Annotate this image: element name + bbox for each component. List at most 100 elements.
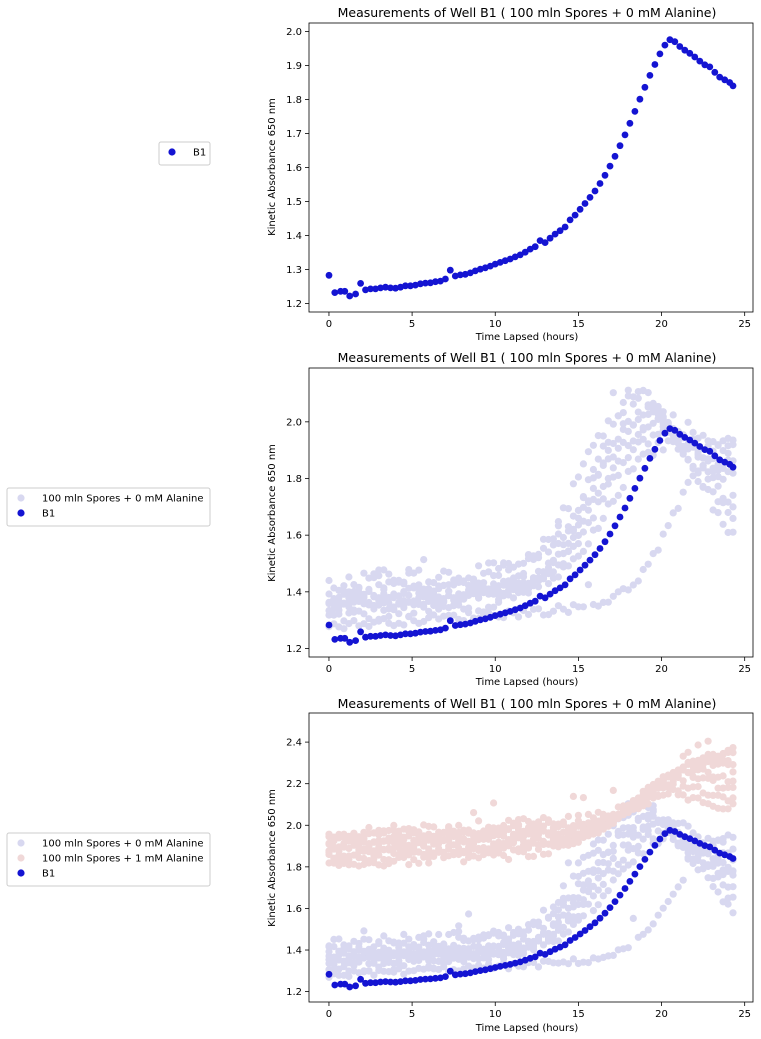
b1-point <box>357 628 364 636</box>
data-point <box>385 946 393 954</box>
data-point <box>564 608 573 617</box>
data-point <box>604 480 612 488</box>
data-point <box>355 833 363 841</box>
b1-point <box>606 162 614 170</box>
data-point <box>345 573 353 581</box>
b1-point <box>646 848 654 856</box>
data-point <box>514 613 523 621</box>
data-point <box>559 882 568 890</box>
data-point <box>549 607 558 615</box>
data-point <box>729 744 737 752</box>
data-point <box>559 533 568 542</box>
data-point <box>614 860 622 869</box>
x-tick-label: 0 <box>326 319 332 330</box>
x-axis-label: Time Lapsed (hours) <box>475 677 579 688</box>
plot-area: 0 5 10 15 20 25 1.2 1.3 1.4 1.5 1.6 1.7 1.8 1.9 2.0 <box>286 22 754 330</box>
data-point <box>724 805 732 813</box>
data-point <box>514 579 523 587</box>
data-point <box>360 590 368 598</box>
x-tick-label: 25 <box>738 1009 751 1020</box>
data-point <box>669 411 677 419</box>
data-point <box>709 791 717 800</box>
y-tick-label: 2.0 <box>286 821 302 832</box>
b1-point <box>611 898 619 905</box>
b1-point <box>591 187 599 195</box>
data-point <box>445 568 453 576</box>
b1-point <box>551 230 559 238</box>
data-point <box>465 609 473 617</box>
data-point <box>714 869 722 877</box>
data-point <box>460 858 468 866</box>
data-point <box>604 446 612 454</box>
data-point <box>664 781 672 789</box>
data-point <box>714 784 722 792</box>
b1-point <box>341 980 349 988</box>
b1-point <box>691 53 699 61</box>
data-point <box>350 950 358 958</box>
data-point <box>589 465 598 474</box>
data-point <box>604 417 612 425</box>
b1-point <box>586 923 594 931</box>
data-point <box>569 899 578 907</box>
data-point <box>400 621 408 629</box>
b1-point <box>691 439 699 447</box>
b1-point <box>456 621 464 629</box>
data-point <box>704 475 712 483</box>
x-tick-label: 20 <box>655 664 668 675</box>
data-point <box>569 525 578 533</box>
data-point <box>500 931 508 939</box>
b1-point <box>325 970 333 978</box>
legend-box <box>6 832 211 887</box>
x-tick-label: 10 <box>489 319 502 330</box>
b1-point <box>576 205 584 213</box>
data-point <box>714 441 722 449</box>
data-point <box>664 418 672 427</box>
b1-point <box>422 279 429 287</box>
b1-point <box>382 978 389 985</box>
b1-point <box>681 46 689 54</box>
data-point <box>624 944 632 952</box>
x-tick-label: 25 <box>738 664 751 675</box>
data-point <box>694 783 702 791</box>
data-point <box>584 448 593 456</box>
data-point <box>629 827 637 835</box>
y-tick-label: 1.4 <box>286 946 302 957</box>
data-point <box>704 768 712 776</box>
b1-point <box>716 73 724 81</box>
plot-area: 0 5 10 15 20 25 1.2 1.4 1.6 1.8 2.0 2.2 2.4 <box>286 712 754 1020</box>
chart-panel-2: 0 5 10 15 20 25 1.2 1.4 1.6 1.8 2.0 Measurements o… <box>6 350 754 688</box>
y-tick-label: 2.4 <box>286 738 302 749</box>
axes-frame <box>308 712 754 1003</box>
b1-point <box>432 278 439 286</box>
data-point <box>420 556 428 564</box>
data-point <box>385 593 393 602</box>
data-point <box>729 845 737 853</box>
data-point <box>435 845 443 853</box>
data-point <box>529 582 538 590</box>
data-point <box>619 841 627 849</box>
data-point <box>490 559 498 567</box>
data-point <box>574 531 583 540</box>
legend-marker <box>17 854 25 862</box>
b1-point <box>616 513 624 521</box>
data-point <box>375 566 383 574</box>
b1-point <box>331 636 339 643</box>
data-point <box>629 914 637 923</box>
b1-point <box>446 967 454 975</box>
data-point <box>729 761 737 769</box>
data-point <box>654 911 662 919</box>
data-point <box>544 914 553 922</box>
b1-point <box>422 628 429 635</box>
data-point <box>684 748 692 756</box>
b1-point <box>367 979 374 987</box>
b1-point <box>581 200 589 207</box>
data-point <box>604 830 612 838</box>
b1-point <box>346 292 354 300</box>
data-point <box>639 850 647 858</box>
data-point <box>574 552 583 560</box>
data-point <box>709 488 717 496</box>
b1-point <box>377 632 384 639</box>
data-point <box>679 752 687 760</box>
series-100-mln-spores-1-mm-alanine <box>325 737 737 870</box>
data-point <box>574 872 583 881</box>
